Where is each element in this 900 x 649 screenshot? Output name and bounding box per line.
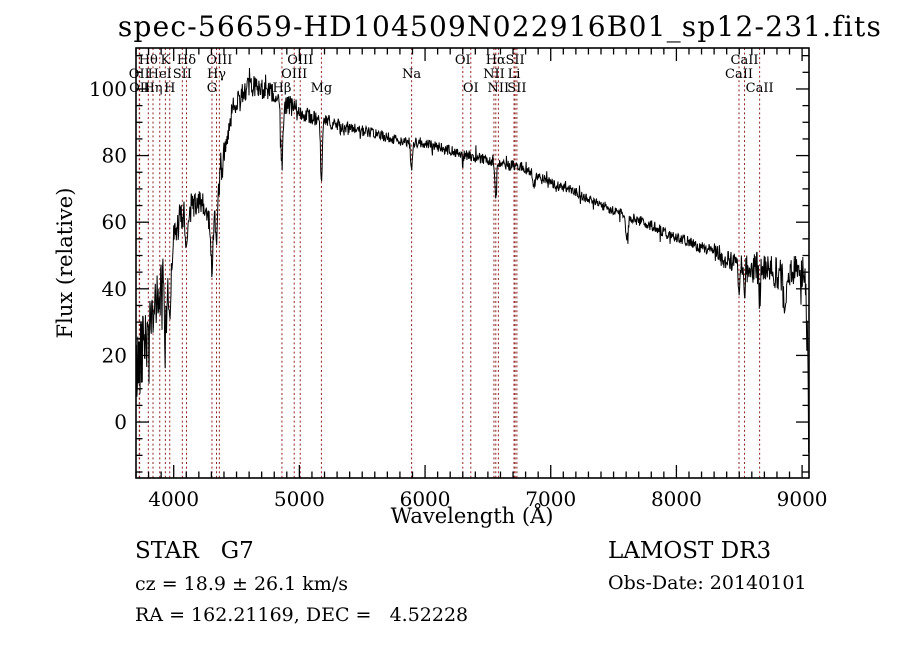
spectrum-layer [136,67,809,453]
x-tick-label: 7000 [525,487,576,511]
y-tick-label: 20 [102,343,127,367]
x-tick-label: 9000 [777,487,828,511]
survey-text: LAMOST DR3 [608,538,771,564]
marker-line-label: CaII [731,53,759,68]
y-tick-label: 80 [102,144,127,168]
marker-line-label: Hβ [273,81,292,96]
marker-line-label: OIII [281,67,307,82]
obs-date-text: Obs-Date: 20140101 [608,572,807,594]
y-tick-label: 60 [102,210,127,234]
marker-line-label: Hδ [177,53,196,68]
marker-line-label: Li [508,67,521,82]
marker-line-label: Hα [486,53,506,68]
y-tick-label: 100 [89,77,127,101]
marker-line-label: SII [507,81,526,96]
marker-line-label: Mg [311,81,333,96]
plot-title: spec-56659-HD104509N022916B01_sp12-231.f… [118,10,882,43]
marker-line-label: OI [455,53,471,68]
marker-line-label: SII [505,53,524,68]
y-axis-label: Flux (relative) [53,188,77,339]
marker-line-label: Hθ [139,53,158,68]
x-tick-label: 6000 [400,487,451,511]
x-tick-label: 8000 [651,487,702,511]
marker-line-label: K [161,53,171,68]
marker-line-label: NII [488,81,510,96]
marker-line-label: G [207,81,217,96]
marker-line-label: Hη [143,81,162,96]
x-tick-label: 5000 [274,487,325,511]
marker-line-label: OI [463,81,479,96]
marker-line-label: Na [402,67,421,82]
marker-line-label: CaII [725,67,753,82]
x-tick-label: 4000 [148,487,199,511]
plot-frame [135,47,810,479]
spectrum-trace [136,67,809,453]
axes: 4000 5000 6000 7000 8000 9000 0 20 40 60 80 100 [89,47,828,511]
spectral-line-labels: OIIOIIHθHηHeIKHSIIHδGHγOIIIHβOIIIOIIIMgN… [129,53,774,96]
marker-line-label: OII [129,67,150,82]
marker-line-label: OIII [287,53,313,68]
x-axis-label: Wavelength (Å) [391,503,554,528]
marker-line-label: OIII [206,53,232,68]
marker-line-label: OII [129,81,150,96]
y-tick-label: 40 [102,277,127,301]
marker-line-label: H [164,81,175,96]
marker-line-label: Hγ [207,67,226,82]
radec-text: RA = 162.21169, DEC = 4.52228 [135,604,468,626]
cz-text: cz = 18.9 ± 26.1 km/s [135,573,348,595]
marker-line-label: SII [173,67,192,82]
marker-line-label: CaII [746,81,774,96]
marker-line-label: NII [483,67,505,82]
object-class-text: STAR G7 [135,538,254,564]
marker-line-label: HeI [148,67,172,82]
y-tick-label: 0 [114,410,127,434]
